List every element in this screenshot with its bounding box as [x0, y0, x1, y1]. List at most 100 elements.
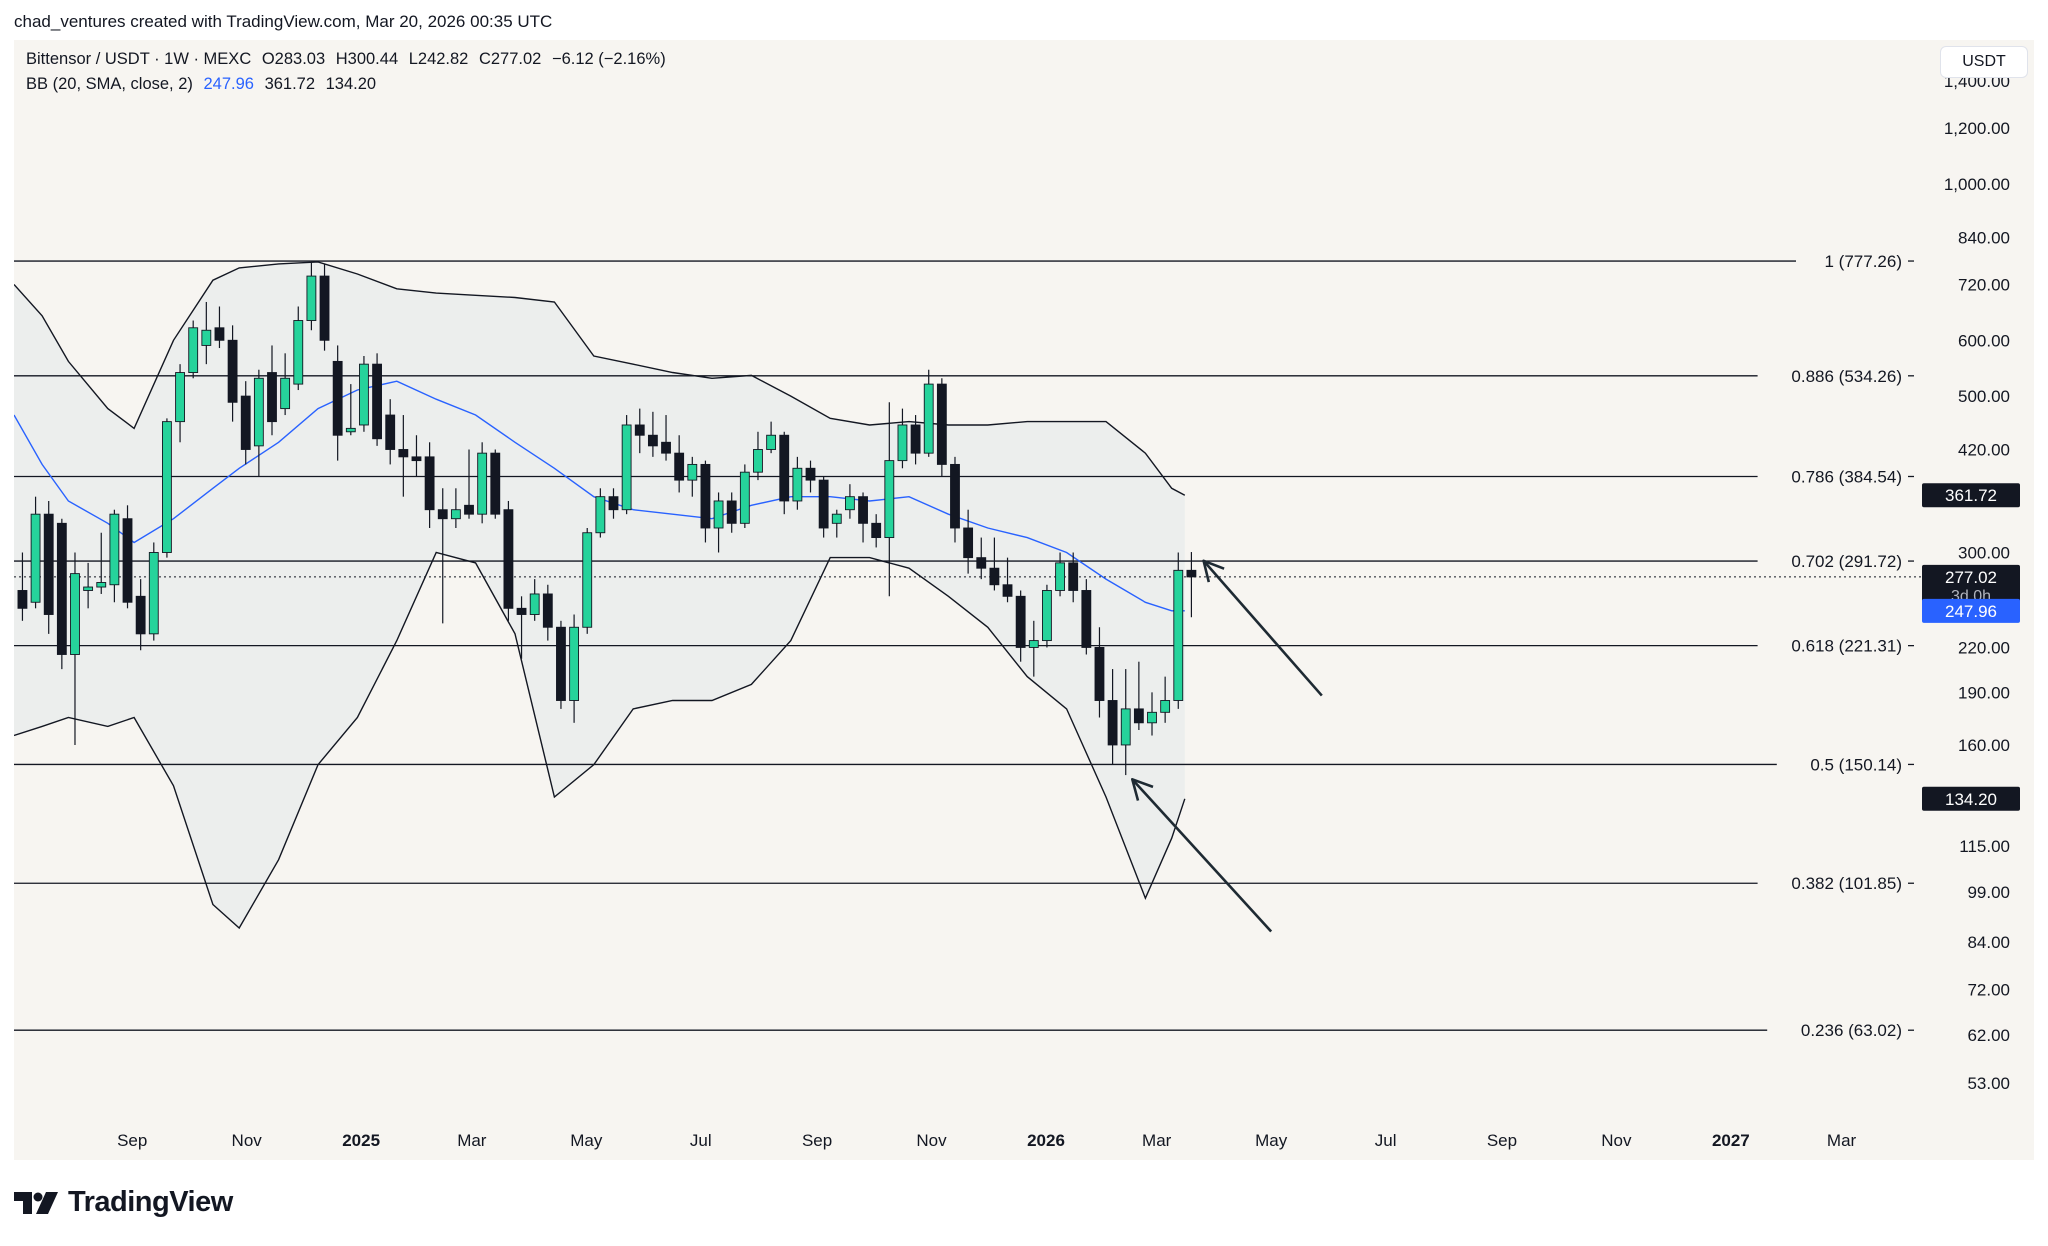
- candle: [936, 378, 947, 477]
- price-axis-label: 1,000.00: [1944, 175, 2010, 194]
- candle: [43, 500, 54, 634]
- candle: [753, 431, 763, 481]
- candle-body: [1068, 562, 1079, 591]
- candle-body: [148, 552, 159, 635]
- candle-body: [569, 626, 580, 701]
- candle-body: [1002, 584, 1013, 597]
- time-axis-label: Mar: [457, 1131, 487, 1150]
- candle-body: [923, 383, 934, 454]
- tradingview-wordmark: TradingView: [68, 1186, 233, 1218]
- price-badge: [1922, 786, 2020, 811]
- candle: [385, 399, 396, 465]
- candle-body: [766, 434, 777, 450]
- ohlc-close: C277.02: [478, 50, 542, 68]
- bb-upper-line: [14, 261, 1186, 496]
- candle-body: [582, 532, 593, 628]
- candle-body: [1107, 700, 1118, 746]
- candle-body: [779, 434, 790, 502]
- candle: [674, 435, 685, 493]
- chart-panel[interactable]: 1 (777.26) 0.886 (534.26) 0.786 (384.54) 0.…: [14, 40, 2034, 1160]
- candle-body: [1028, 640, 1039, 648]
- candle: [83, 562, 94, 609]
- price-badge-label: 361.72: [1945, 486, 1997, 505]
- price-badge: [1922, 564, 2020, 607]
- time-axis-label: Mar: [1827, 1131, 1857, 1150]
- candle-body: [950, 463, 960, 529]
- symbol-name[interactable]: Bittensor / USDT · 1W · MEXC: [26, 50, 252, 68]
- candle-body: [109, 513, 120, 586]
- candle: [529, 579, 540, 621]
- candle-body: [936, 383, 947, 465]
- candle: [372, 353, 382, 446]
- bb-lower-line: [14, 551, 1186, 930]
- bb-label[interactable]: BB (20, SMA, close, 2): [26, 75, 193, 93]
- candle: [976, 537, 987, 580]
- candle-body: [674, 452, 685, 481]
- candle: [30, 496, 41, 609]
- time-axis-label: Nov: [1601, 1131, 1632, 1150]
- candle: [1081, 579, 1092, 655]
- candle: [96, 532, 107, 594]
- candle: [779, 431, 790, 515]
- candle-body: [1133, 708, 1144, 724]
- annotation-arrow-shaft: [1131, 778, 1273, 933]
- candle-body: [253, 377, 264, 447]
- price-axis-label: 420.00: [1958, 440, 2010, 459]
- candle-body: [70, 573, 80, 655]
- candle: [923, 369, 934, 457]
- candle-body: [267, 372, 277, 423]
- candle-body: [700, 463, 711, 529]
- candle: [595, 488, 606, 538]
- candle: [910, 415, 921, 465]
- candle: [359, 355, 369, 432]
- candle-body: [201, 329, 212, 346]
- candle-body: [1015, 595, 1026, 648]
- candle-body: [83, 586, 94, 591]
- candle-body: [910, 424, 921, 454]
- bb-basis-value: 247.96: [203, 75, 254, 93]
- price-chart[interactable]: 1 (777.26) 0.886 (534.26) 0.786 (384.54) 0.…: [14, 40, 2034, 1160]
- candle-body: [477, 452, 488, 515]
- price-badge-label: 134.20: [1945, 790, 1997, 809]
- candle: [477, 442, 488, 524]
- candle-body: [385, 414, 396, 450]
- candle: [201, 301, 212, 365]
- time-axis-label: May: [570, 1131, 603, 1150]
- tradingview-logo[interactable]: TradingView: [14, 1186, 233, 1219]
- candle: [608, 488, 619, 519]
- time-axis-label: 2025: [342, 1131, 380, 1150]
- candle-body: [897, 424, 908, 462]
- time-axis-label: Sep: [802, 1131, 832, 1150]
- candle-body: [503, 509, 514, 609]
- candle: [135, 579, 146, 651]
- fib-level-label: 0.618 (221.31): [1791, 637, 1902, 656]
- price-axis-label: 72.00: [1967, 980, 2010, 999]
- candle: [634, 408, 645, 454]
- candle-body: [989, 567, 1000, 586]
- candle-body: [490, 452, 501, 515]
- candle-body: [818, 479, 829, 529]
- candle: [766, 421, 777, 454]
- candle-body: [240, 395, 251, 450]
- price-axis-label: 99.00: [1967, 883, 2010, 902]
- candle-body: [556, 626, 566, 701]
- candle-body: [175, 372, 185, 423]
- candle: [831, 509, 842, 538]
- candle-body: [43, 513, 54, 615]
- candle: [70, 552, 80, 745]
- candle-body: [884, 460, 895, 539]
- candle-body: [805, 467, 816, 481]
- candle-body: [293, 320, 304, 385]
- time-axis-label: Jul: [690, 1131, 712, 1150]
- candle-body: [713, 500, 724, 529]
- candle: [148, 542, 159, 641]
- candle-body: [464, 504, 474, 515]
- candle-body: [398, 449, 409, 458]
- currency-button[interactable]: USDT: [1940, 46, 2028, 78]
- candle: [345, 384, 356, 436]
- fib-level-label: 0.382 (101.85): [1791, 874, 1902, 893]
- candle-body: [372, 363, 382, 440]
- candle-body: [450, 509, 461, 520]
- candle-body: [1081, 590, 1092, 648]
- candle: [621, 415, 632, 515]
